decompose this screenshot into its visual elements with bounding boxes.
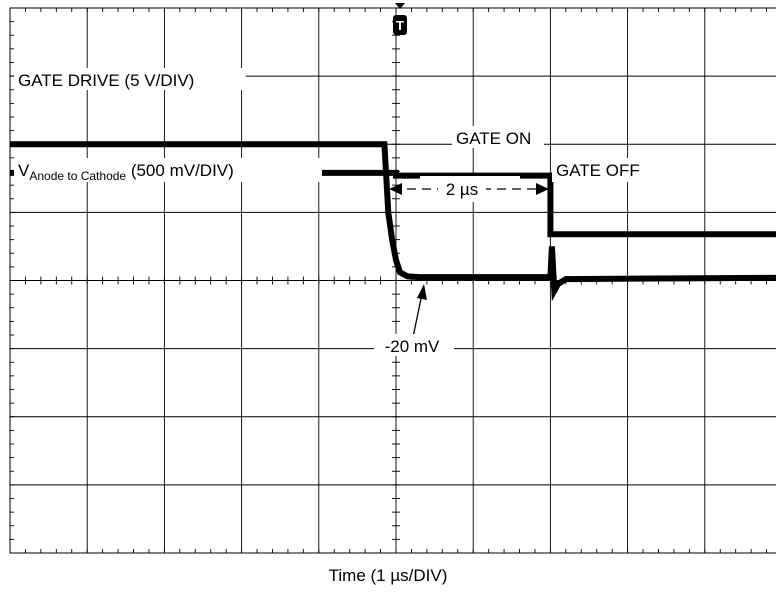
trigger-marker: T <box>393 3 407 35</box>
series-label-anode-cathode: VAnode to Cathode (500 mV/DIV) <box>18 161 234 183</box>
level-annotation: -20 mV <box>374 284 454 356</box>
gate-off-label: GATE OFF <box>556 161 640 180</box>
gate-on-label: GATE ON <box>456 129 531 148</box>
level-label: -20 mV <box>385 337 440 356</box>
series-label-gate-drive: GATE DRIVE (5 V/DIV) <box>18 71 194 90</box>
traces <box>10 141 776 302</box>
annotations: T GATE DRIVE (5 V/DIV) VAnode to Cathode… <box>14 3 652 356</box>
x-axis-label: Time (1 µs/DIV) <box>328 566 448 585</box>
series-line-1 <box>10 141 776 302</box>
trigger-marker-label: T <box>396 18 404 33</box>
interval-marker: 2 µs <box>389 176 549 202</box>
series-line-0 <box>10 169 776 238</box>
interval-label: 2 µs <box>446 180 478 199</box>
